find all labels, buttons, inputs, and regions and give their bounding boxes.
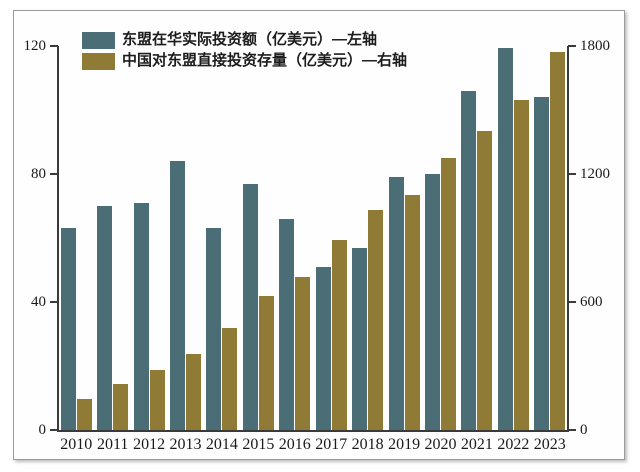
bar-asean-investment-2023 [534, 97, 550, 430]
bar-china-odi-stock-2022 [513, 99, 529, 430]
right-axis-tick-label: 1800 [580, 38, 610, 54]
bar-asean-investment-2020 [425, 174, 440, 430]
x-axis-label-2015: 2015 [242, 436, 275, 453]
legend: 东盟在华实际投资额（亿美元）—左轴 中国对东盟直接投资存量（亿美元）—右轴 [82, 31, 407, 70]
left-axis-tick-label: 0 [38, 422, 47, 438]
bar-asean-investment-2022 [497, 47, 513, 430]
right-axis-tick-label: 1200 [580, 166, 610, 182]
x-axis-label-2011: 2011 [96, 436, 129, 453]
left-axis-tick-label: 40 [31, 294, 46, 310]
x-axis-label-2023: 2023 [533, 436, 566, 453]
x-axis-label-2013: 2013 [169, 436, 202, 453]
legend-label-right-axis-series: 中国对东盟直接投资存量（亿美元）—右轴 [122, 52, 408, 69]
bar-china-odi-stock-2020 [441, 157, 456, 430]
bar-asean-investment-2017 [315, 266, 331, 430]
legend-item-china-odi-stock-in-asean: 中国对东盟直接投资存量（亿美元）—右轴 [82, 52, 407, 70]
left-axis-spine [57, 46, 59, 432]
bar-asean-investment-2018 [352, 247, 368, 430]
right-axis-tick [568, 429, 576, 431]
bar-china-odi-stock-2012 [149, 369, 165, 430]
plot-area: 0 40 80 120 0 600 1200 1800 2010 2011 2012 2013 2014… [14, 11, 624, 459]
right-axis-tick [568, 45, 576, 47]
x-axis-label-2019: 2019 [388, 436, 421, 453]
bar-asean-investment-2019 [388, 177, 404, 430]
right-axis-tick [568, 173, 576, 175]
bar-china-odi-stock-2016 [295, 277, 311, 430]
x-axis-label-2014: 2014 [205, 436, 238, 453]
bar-asean-investment-2014 [206, 228, 222, 430]
bar-asean-investment-2012 [133, 202, 149, 430]
left-axis-tick [50, 301, 58, 303]
x-axis-label-2016: 2016 [278, 436, 311, 453]
bar-china-odi-stock-2021 [477, 130, 493, 430]
legend-label-left-axis-series: 东盟在华实际投资额（亿美元）—左轴 [122, 31, 378, 48]
left-axis-tick [50, 173, 58, 175]
chart-panel: 东盟在华实际投资额（亿美元）—左轴 中国对东盟直接投资存量（亿美元）—右轴 0 4… [13, 10, 625, 460]
bar-china-odi-stock-2014 [222, 328, 238, 430]
bar-china-odi-stock-2023 [550, 52, 566, 430]
bottom-axis-spine [57, 430, 569, 432]
x-axis-label-2012: 2012 [133, 436, 166, 453]
right-axis-tick-label: 600 [580, 294, 603, 310]
left-axis-tick [50, 45, 58, 47]
bar-asean-investment-2010 [60, 228, 76, 430]
x-axis-label-2020: 2020 [424, 436, 457, 453]
left-axis-tick [50, 429, 58, 431]
bar-asean-investment-2011 [97, 206, 113, 430]
right-axis-spine [567, 46, 569, 432]
left-axis-tick-label: 80 [31, 166, 46, 182]
bar-china-odi-stock-2018 [368, 210, 384, 430]
x-axis-label-2010: 2010 [60, 436, 93, 453]
bar-china-odi-stock-2017 [331, 240, 347, 430]
x-axis-label-2022: 2022 [497, 436, 530, 453]
x-axis-label-2017: 2017 [315, 436, 348, 453]
x-axis-label-2021: 2021 [460, 436, 493, 453]
legend-swatch-right-axis-series [82, 52, 115, 70]
bar-asean-investment-2013 [170, 161, 185, 430]
bar-china-odi-stock-2015 [258, 296, 274, 430]
bar-china-odi-stock-2013 [186, 353, 201, 430]
right-axis-tick-label: 0 [580, 422, 588, 438]
bar-china-odi-stock-2010 [76, 399, 92, 430]
legend-swatch-left-axis-series [82, 31, 115, 49]
bar-asean-investment-2021 [461, 90, 477, 430]
x-axis-label-2018: 2018 [351, 436, 384, 453]
bar-china-odi-stock-2011 [113, 384, 129, 430]
legend-item-asean-investment-in-china: 东盟在华实际投资额（亿美元）—左轴 [82, 31, 407, 49]
right-axis-tick [568, 301, 576, 303]
left-axis-tick-label: 120 [23, 38, 47, 54]
bar-asean-investment-2016 [279, 218, 295, 430]
bar-china-odi-stock-2019 [404, 194, 420, 430]
bar-asean-investment-2015 [242, 183, 258, 430]
